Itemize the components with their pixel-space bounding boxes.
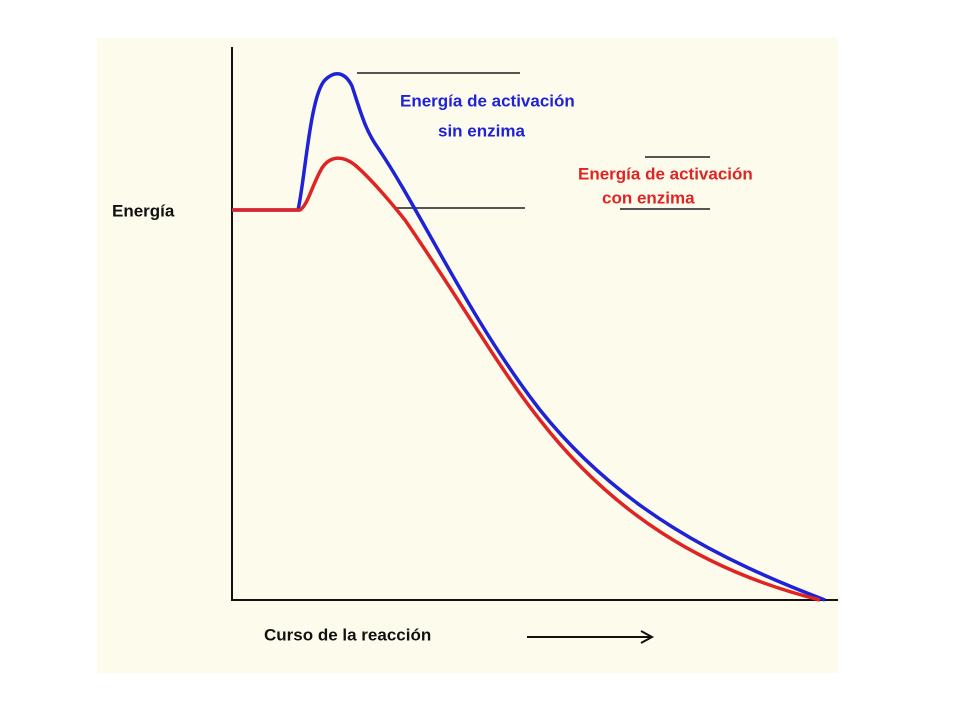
y-axis-label: Energía [112,201,175,220]
annotation-text: Energía de activación [400,91,575,110]
arrow-head [640,630,655,644]
annotation-text: sin enzima [438,121,525,140]
reference-lines [357,72,710,210]
annotations: Energía de activación sin enzima Energía d… [400,91,753,207]
panel [97,38,838,673]
annotation-text: Energía de activación [578,164,753,183]
x-axis-label: Curso de la reacción [264,625,431,644]
curve-with-enzyme [232,156,821,602]
annotation-text: con enzima [602,188,695,207]
curve-without-enzyme [232,72,826,602]
